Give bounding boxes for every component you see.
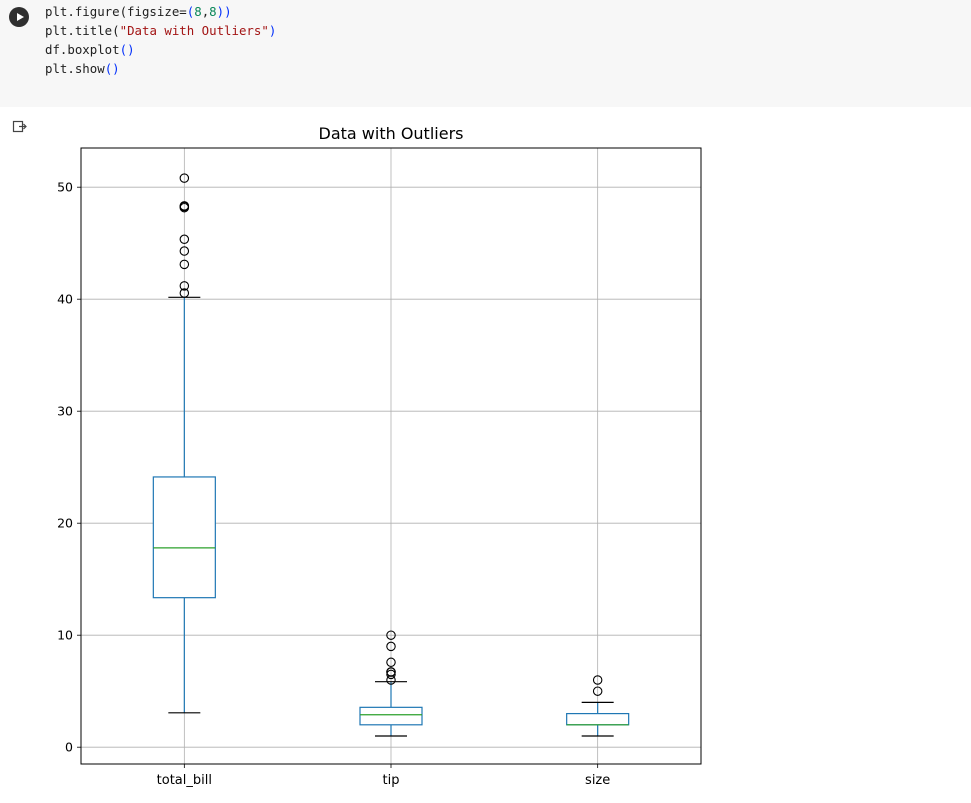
y-tick-label: 40: [57, 292, 73, 307]
box-size: [566, 675, 630, 737]
y-tick-label: 30: [57, 404, 73, 419]
outlier-point: [179, 173, 190, 183]
x-axis: total_bill tip size: [157, 764, 610, 788]
y-axis: 0 10 20 30 40 50: [57, 180, 81, 755]
box-total_bill: [152, 173, 216, 714]
code-line: plt.figure(figsize=(8,8)): [45, 4, 232, 19]
outlier-point: [386, 667, 396, 677]
y-tick-label: 10: [57, 628, 73, 643]
outlier-point: [179, 234, 190, 245]
x-tick-label: total_bill: [157, 773, 212, 788]
outlier-point: [386, 657, 396, 668]
outlier-point: [179, 281, 190, 291]
box-iqr: [152, 476, 216, 599]
y-tick-label: 0: [65, 740, 73, 755]
code-line: plt.show(): [45, 61, 120, 76]
grid-lines: [81, 148, 701, 764]
box-iqr: [359, 706, 423, 726]
code-cell[interactable]: plt.figure(figsize=(8,8)) plt.title("Dat…: [0, 0, 971, 107]
output-arrow-icon: [12, 119, 28, 135]
outlier-point: [179, 288, 190, 298]
x-tick-label: size: [585, 773, 610, 788]
outlier-point: [179, 259, 190, 270]
box-series: [152, 173, 630, 737]
box-tip: [359, 630, 423, 737]
outlier-point: [386, 641, 396, 652]
outlier-point: [386, 669, 396, 680]
outlier-point: [592, 675, 603, 685]
play-icon: [17, 13, 24, 21]
code-line: plt.title("Data with Outliers"): [45, 23, 277, 38]
y-tick-label: 20: [57, 516, 73, 531]
plot-frame: [80, 147, 702, 765]
outlier-point: [592, 686, 603, 696]
outlier-point: [386, 630, 396, 640]
run-cell-button[interactable]: [9, 7, 29, 27]
outlier-point: [179, 246, 190, 256]
code-editor[interactable]: plt.figure(figsize=(8,8)) plt.title("Dat…: [45, 2, 276, 78]
chart-title: Data with Outliers: [319, 124, 464, 143]
y-tick-label: 50: [57, 180, 73, 195]
code-line: df.boxplot(): [45, 42, 135, 57]
x-tick-label: tip: [383, 773, 400, 788]
outlier-point: [179, 201, 190, 211]
box-iqr: [566, 712, 630, 726]
boxplot-chart: Data with Outliers 0 10 20 30 40 50 total_bil…: [57, 124, 702, 788]
